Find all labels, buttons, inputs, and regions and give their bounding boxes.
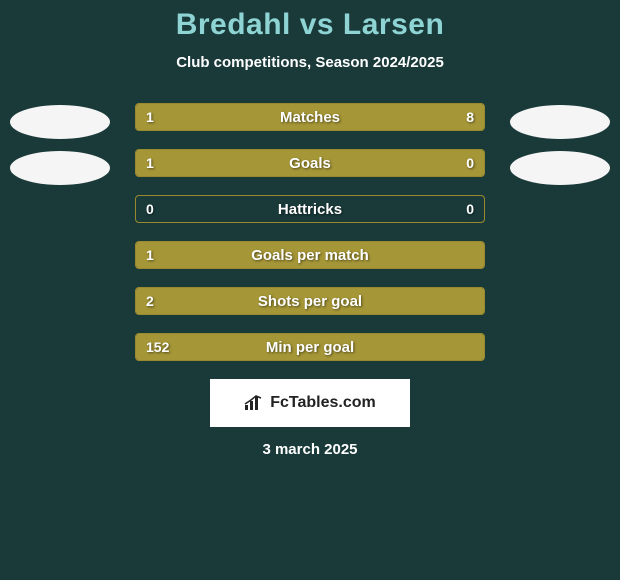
- player-avatar-right-1: [510, 105, 610, 139]
- comparison-infographic: Bredahl vs Larsen Club competitions, Sea…: [0, 0, 620, 458]
- stat-label: Goals per match: [136, 242, 484, 268]
- stat-row: 1Goals0: [135, 149, 485, 177]
- player-avatar-left-1: [10, 105, 110, 139]
- watermark: FcTables.com: [210, 379, 410, 427]
- stat-value-right: 8: [466, 104, 474, 130]
- stat-label: Hattricks: [136, 196, 484, 222]
- date-text: 3 march 2025: [0, 441, 620, 458]
- chart-icon: [244, 395, 264, 411]
- stat-value-right: 0: [466, 196, 474, 222]
- player-avatar-right-2: [510, 151, 610, 185]
- stat-label: Shots per goal: [136, 288, 484, 314]
- stat-row: 0Hattricks0: [135, 195, 485, 223]
- stat-row: 1Matches8: [135, 103, 485, 131]
- stat-row: 2Shots per goal: [135, 287, 485, 315]
- watermark-text: FcTables.com: [270, 394, 376, 412]
- subtitle: Club competitions, Season 2024/2025: [0, 54, 620, 71]
- stat-label: Min per goal: [136, 334, 484, 360]
- stats-area: 1Matches81Goals00Hattricks01Goals per ma…: [0, 103, 620, 361]
- stat-row: 152Min per goal: [135, 333, 485, 361]
- player-avatar-left-2: [10, 151, 110, 185]
- stat-label: Matches: [136, 104, 484, 130]
- stat-value-right: 0: [466, 150, 474, 176]
- page-title: Bredahl vs Larsen: [0, 8, 620, 42]
- stat-label: Goals: [136, 150, 484, 176]
- stat-bars: 1Matches81Goals00Hattricks01Goals per ma…: [0, 103, 620, 361]
- stat-row: 1Goals per match: [135, 241, 485, 269]
